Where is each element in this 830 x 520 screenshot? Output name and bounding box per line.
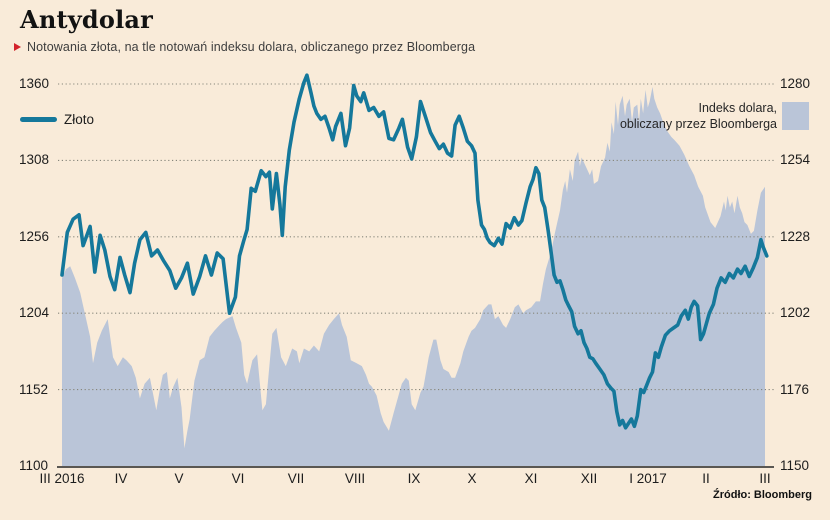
- x-axis-label: XI: [524, 471, 538, 486]
- gold-legend-label: Złoto: [64, 112, 95, 127]
- subtitle-row: Notowania złota, na tle notowań indeksu …: [14, 40, 475, 54]
- x-axis-label: II: [702, 471, 710, 486]
- y-axis-label-left: 1100: [19, 458, 49, 473]
- red-arrow-icon: [14, 43, 21, 51]
- y-axis-label-right: 1280: [780, 76, 811, 91]
- source-credit: Źródło: Bloomberg: [713, 489, 812, 501]
- legend-dollar: Indeks dolara, obliczany przez Bloomberg…: [620, 101, 777, 132]
- x-axis-label: V: [174, 471, 184, 486]
- dollar-area-swatch: [782, 102, 809, 130]
- x-axis-label: VII: [287, 471, 305, 486]
- dollar-legend-label-line1: Indeks dolara,: [698, 101, 777, 115]
- y-axis-label-right: 1150: [780, 458, 810, 473]
- gold-price-line: [60, 73, 769, 430]
- x-axis-label: III: [759, 471, 771, 486]
- x-axis-label: I 2017: [629, 471, 667, 486]
- x-axis-label: IX: [407, 471, 421, 486]
- x-axis-label: IV: [114, 471, 128, 486]
- chart-subtitle: Notowania złota, na tle notowań indeksu …: [27, 40, 476, 54]
- y-axis-label-left: 1308: [19, 152, 50, 167]
- y-axis-label-left: 1204: [19, 305, 50, 320]
- x-axis-label: VIII: [344, 471, 366, 486]
- x-axis-label: XII: [580, 471, 598, 486]
- y-axis-label-left: 1152: [19, 382, 49, 397]
- dollar-legend-label-line2: obliczany przez Bloomberga: [619, 116, 777, 131]
- dollar-index-area: [62, 86, 765, 467]
- y-axis-label-right: 1254: [780, 152, 811, 167]
- y-axis-label-right: 1176: [780, 382, 810, 397]
- y-axis-label-right: 1228: [780, 229, 811, 244]
- x-axis-label: VI: [231, 471, 245, 486]
- page-title: Antydolar: [20, 5, 154, 34]
- gold-line-swatch: [20, 117, 57, 122]
- y-axis-label-left: 1360: [19, 76, 50, 91]
- legend-gold: Złoto: [20, 112, 94, 127]
- x-axis-label: III 2016: [39, 471, 85, 486]
- x-axis-label: X: [467, 471, 477, 486]
- y-axis-label-right: 1202: [780, 305, 811, 320]
- y-axis-label-left: 1256: [19, 229, 50, 244]
